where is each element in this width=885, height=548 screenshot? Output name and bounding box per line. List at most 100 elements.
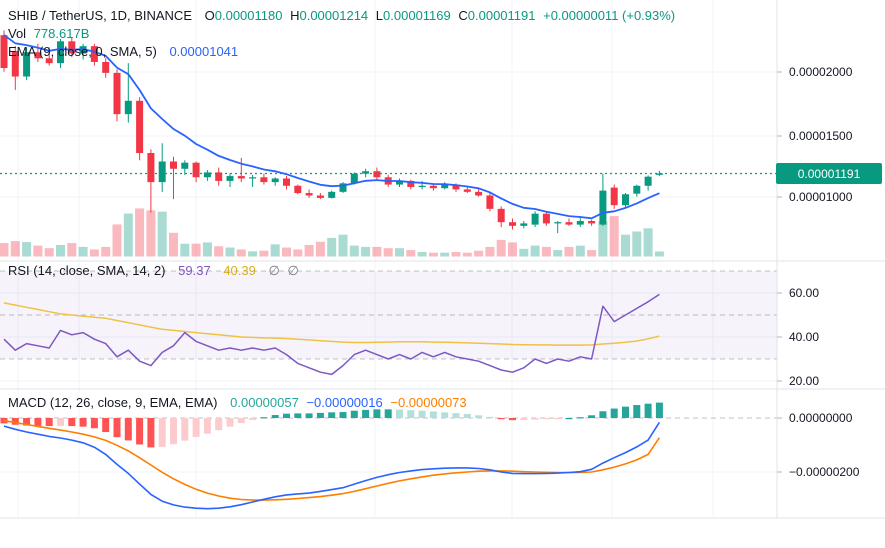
candle-body <box>610 187 618 206</box>
ema-line <box>3 34 660 220</box>
candle-body <box>271 178 279 183</box>
candle-body <box>23 52 31 77</box>
macd-axis-tick: −0.00000200 <box>789 465 860 479</box>
rsi-band <box>0 270 777 419</box>
macd-histogram-bar <box>475 415 483 418</box>
volume-bar <box>654 251 664 257</box>
macd-axis-tick: 0.00000000 <box>789 411 853 425</box>
candle-body <box>509 222 516 226</box>
candle-body <box>576 220 584 225</box>
volume-bar <box>270 244 280 257</box>
macd-histogram-bar <box>57 418 64 426</box>
volume-bar <box>169 232 178 257</box>
candle-body <box>113 72 121 115</box>
candle-body <box>452 184 460 190</box>
candle-body <box>655 173 663 175</box>
volume-bar <box>519 248 529 257</box>
macd-histogram-bar <box>102 418 110 433</box>
candle-body <box>249 177 257 179</box>
volume-bar <box>180 243 190 257</box>
macd-histogram-bar <box>520 418 528 420</box>
macd-histogram <box>0 402 663 448</box>
current-price-tag: 0.00001191 <box>776 163 882 184</box>
volume-bar <box>417 252 427 257</box>
volume-bar <box>33 245 43 257</box>
volume-bar <box>248 251 258 257</box>
macd-histogram-bar <box>34 418 42 426</box>
volume-bar <box>564 246 574 257</box>
volume-bar <box>496 239 506 257</box>
macd-histogram-bar <box>11 418 19 425</box>
candle-body <box>429 185 437 189</box>
macd-main-line <box>3 421 661 510</box>
time-axis[interactable]: May 16 Jun 13 22 Jul <box>0 518 885 548</box>
candle-body <box>644 176 652 186</box>
macd-histogram-bar <box>429 411 437 418</box>
macd-histogram-bar <box>294 413 302 418</box>
macd-histogram-bar <box>655 402 663 418</box>
macd-histogram-bar <box>350 410 358 418</box>
candle-body <box>520 223 528 226</box>
macd-histogram-bar <box>136 418 144 445</box>
macd-histogram-bar <box>283 413 290 418</box>
volume-bar <box>609 216 619 257</box>
volume-bar <box>123 213 133 257</box>
candle-body <box>158 161 166 183</box>
macd-histogram-bar <box>362 409 370 418</box>
macd-histogram-bar <box>328 412 336 418</box>
volume-bar <box>440 252 450 257</box>
volume-bar <box>643 228 653 257</box>
candle-body <box>316 195 324 198</box>
macd-histogram-bar <box>170 418 177 445</box>
macd-histogram-bar <box>271 415 279 418</box>
volume-bar <box>587 250 597 257</box>
candle-body <box>34 52 42 59</box>
candle-body <box>497 208 505 223</box>
volume-bar <box>214 246 224 257</box>
volume-bar <box>575 245 585 257</box>
volume-bar <box>44 248 54 257</box>
candle-body <box>11 51 19 77</box>
candle-body <box>305 193 313 196</box>
volume-bar <box>338 234 348 257</box>
macd-histogram-bar <box>79 418 87 427</box>
candle-body <box>396 180 403 185</box>
candle-body <box>215 172 223 181</box>
macd-histogram-bar <box>509 418 516 421</box>
macd-histogram-bar <box>531 418 539 420</box>
macd-histogram-bar <box>237 418 245 424</box>
macd-histogram-bar <box>396 409 403 418</box>
ema-9-line <box>3 34 660 220</box>
volume-bar <box>315 241 325 257</box>
volume-bar <box>304 244 314 257</box>
volume-bar <box>101 246 111 257</box>
volume-bar <box>10 241 20 257</box>
pane-dividers <box>0 0 885 519</box>
candle-body <box>294 185 302 194</box>
volume-bar <box>282 247 291 257</box>
macd-histogram-bar <box>418 410 426 418</box>
volume-bar <box>372 246 382 257</box>
macd-histogram-bar <box>45 418 53 427</box>
price-axis-tick: 0.00001500 <box>789 129 853 143</box>
candle-body <box>124 100 132 115</box>
rsi-lines <box>3 293 660 376</box>
rsi-axis-tick: 40.00 <box>789 330 820 344</box>
macd-histogram-bar <box>452 413 460 418</box>
volume-bar <box>598 221 608 257</box>
macd-lines <box>3 419 661 510</box>
macd-histogram-bar <box>441 412 449 418</box>
volume-bar <box>56 244 65 257</box>
candle-body <box>441 184 449 189</box>
volume-bar <box>428 252 438 257</box>
volume-bar <box>474 250 484 257</box>
volume-bar <box>89 249 99 257</box>
candle-body <box>328 191 336 198</box>
candle-body <box>0 35 8 69</box>
candle-body <box>339 183 347 192</box>
candle-body <box>599 190 607 225</box>
macd-histogram-bar <box>260 417 268 419</box>
price-axis[interactable]: USDT 0.00002000 0.00001500 0.00001000 60… <box>777 0 885 518</box>
candle-body <box>407 180 415 187</box>
